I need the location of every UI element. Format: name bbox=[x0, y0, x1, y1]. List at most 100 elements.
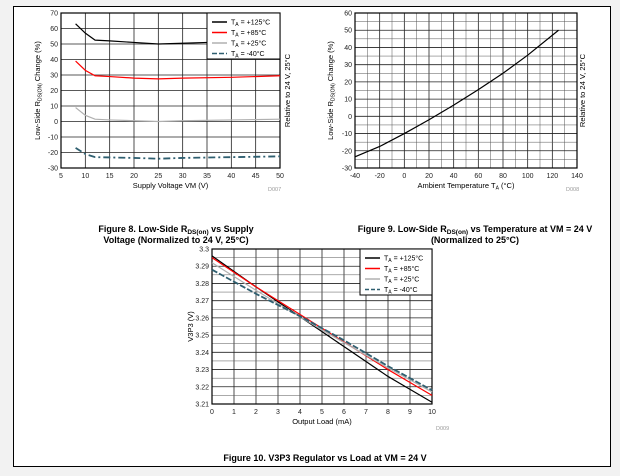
series-line-3 bbox=[75, 107, 281, 123]
y-axis-label-subscript: DS(ON) bbox=[38, 83, 44, 101]
x-tick-label: 40 bbox=[227, 173, 235, 180]
x-tick-label: 5 bbox=[320, 409, 324, 416]
x-tick-label: 100 bbox=[522, 173, 534, 180]
y-axis-label-part: Low-Side R bbox=[326, 100, 335, 139]
y-tick-label: -10 bbox=[48, 135, 58, 142]
legend-box bbox=[359, 248, 433, 296]
y-tick-label: 20 bbox=[50, 88, 58, 95]
x-tick-label: 7 bbox=[364, 409, 368, 416]
legend: TA = +125°CTA = +85°CTA = +25°CTA = -40°… bbox=[359, 248, 433, 296]
y-tick-label: 3.27 bbox=[195, 298, 209, 305]
x-tick-label: 2 bbox=[254, 409, 258, 416]
legend-label: TA = +85°C bbox=[384, 265, 419, 275]
legend-label-part: = +25°C bbox=[392, 276, 420, 284]
x-tick-label: 120 bbox=[546, 173, 558, 180]
x-tick-label: 25 bbox=[154, 173, 162, 180]
x-tick-label: -40 bbox=[350, 173, 360, 180]
legend-label-part: T bbox=[384, 256, 389, 263]
y-tick-label: 0 bbox=[348, 114, 352, 121]
x-tick-label: -20 bbox=[375, 173, 385, 180]
legend-label-part: = +85°C bbox=[392, 265, 420, 273]
y-tick-label: 3.21 bbox=[195, 402, 209, 409]
x-tick-label: 15 bbox=[106, 173, 114, 180]
legend-label-subscript: A bbox=[388, 258, 392, 264]
x-axis-label-part: Ambient Temperature T bbox=[418, 181, 497, 190]
legend-label-part: T bbox=[384, 287, 389, 294]
x-tick-label: 0 bbox=[210, 409, 214, 416]
x-axis-label-subscript: A bbox=[496, 186, 500, 192]
x-tick-label: 0 bbox=[402, 173, 406, 180]
caption-subscript: DS(on) bbox=[446, 229, 469, 236]
legend-box bbox=[206, 12, 281, 60]
series-line-1 bbox=[354, 29, 559, 158]
y-axis-label-part: Low-Side R bbox=[33, 100, 42, 139]
x-tick-label: 9 bbox=[408, 409, 412, 416]
legend-label-subscript: A bbox=[235, 33, 239, 39]
x-tick-label: 1 bbox=[232, 409, 236, 416]
y-axis-label-part: Change (%) bbox=[33, 41, 42, 84]
y-tick-label: 60 bbox=[344, 11, 352, 18]
y-tick-label: 0 bbox=[54, 119, 58, 126]
y-tick-label: 3.29 bbox=[195, 264, 209, 271]
y-tick-label: -20 bbox=[342, 148, 352, 155]
legend-label-part: = +125°C bbox=[392, 255, 424, 263]
plot-border bbox=[60, 12, 281, 169]
y-tick-label: 10 bbox=[344, 97, 352, 104]
y-tick-label: 40 bbox=[344, 45, 352, 52]
plot-border bbox=[354, 12, 578, 169]
y-tick-label: -30 bbox=[342, 166, 352, 173]
legend-label-part: = +125°C bbox=[239, 19, 271, 27]
x-axis-label: Output Load (mA) bbox=[292, 417, 352, 426]
legend-label-part: T bbox=[384, 277, 389, 284]
y-tick-label: -20 bbox=[48, 150, 58, 157]
legend-label-part: = -40°C bbox=[392, 286, 418, 294]
x-tick-label: 10 bbox=[428, 409, 436, 416]
chart-2: -40 -20 0 20 40 60 80 100 120 140 -30 -20 -10 0 10 20 30… bbox=[326, 11, 587, 194]
x-tick-label: 5 bbox=[59, 173, 63, 180]
y-tick-label: 50 bbox=[344, 28, 352, 35]
right-axis-label: Relative to 24 V, 25°C bbox=[578, 53, 587, 127]
y-tick-label: -30 bbox=[48, 166, 58, 173]
legend-label: TA = -40°C bbox=[231, 50, 265, 60]
y-tick-label: 30 bbox=[50, 73, 58, 80]
caption-text: vs Supply Voltage (Normalized to 24 V, 2… bbox=[103, 224, 254, 245]
x-tick-label: 20 bbox=[130, 173, 138, 180]
series-line-4 bbox=[211, 268, 433, 392]
x-tick-label: 30 bbox=[179, 173, 187, 180]
legend-label-subscript: A bbox=[235, 54, 239, 60]
legend-label-part: T bbox=[231, 41, 236, 48]
legend-label-subscript: A bbox=[388, 290, 392, 296]
legend-label-part: T bbox=[231, 20, 236, 27]
figure-code: D008 bbox=[566, 187, 579, 193]
y-tick-label: 60 bbox=[50, 26, 58, 33]
legend-label: TA = +125°C bbox=[231, 19, 270, 29]
legend: TA = +125°CTA = +85°CTA = +25°CTA = -40°… bbox=[206, 12, 281, 60]
right-axis-label: Relative to 24 V, 25°C bbox=[283, 53, 292, 127]
y-tick-label: 10 bbox=[50, 104, 58, 111]
legend-label-subscript: A bbox=[388, 279, 392, 285]
y-tick-label: 3.25 bbox=[195, 333, 209, 340]
x-tick-label: 80 bbox=[499, 173, 507, 180]
y-tick-label: 3.22 bbox=[195, 384, 209, 391]
y-tick-label: 3.24 bbox=[195, 350, 209, 357]
x-tick-label: 60 bbox=[474, 173, 482, 180]
y-tick-label: 40 bbox=[50, 57, 58, 64]
legend-label: TA = +85°C bbox=[231, 29, 266, 39]
caption-text: Figure 10. V3P3 Regulator vs Load at VM … bbox=[223, 453, 427, 463]
x-axis-label: Ambient Temperature TA (°C) bbox=[418, 181, 515, 192]
figure-code: D007 bbox=[268, 187, 281, 193]
legend-label-part: = +85°C bbox=[239, 29, 267, 37]
caption-text: Figure 9. Low-Side R bbox=[357, 224, 447, 234]
y-tick-label: 20 bbox=[344, 79, 352, 86]
x-tick-label: 10 bbox=[81, 173, 89, 180]
y-axis-label: V3P3 (V) bbox=[186, 311, 195, 342]
x-tick-label: 50 bbox=[276, 173, 284, 180]
y-axis-label: Low-Side RDS(ON) Change (%) bbox=[326, 41, 337, 140]
legend-label-subscript: A bbox=[235, 43, 239, 49]
legend-label: TA = -40°C bbox=[384, 286, 418, 296]
legend-label: TA = +125°C bbox=[384, 255, 423, 265]
caption-subscript: DS(on) bbox=[187, 229, 209, 236]
figure-code: D009 bbox=[436, 426, 449, 432]
legend-label-subscript: A bbox=[235, 22, 239, 28]
legend-label-part: = +25°C bbox=[239, 40, 267, 48]
